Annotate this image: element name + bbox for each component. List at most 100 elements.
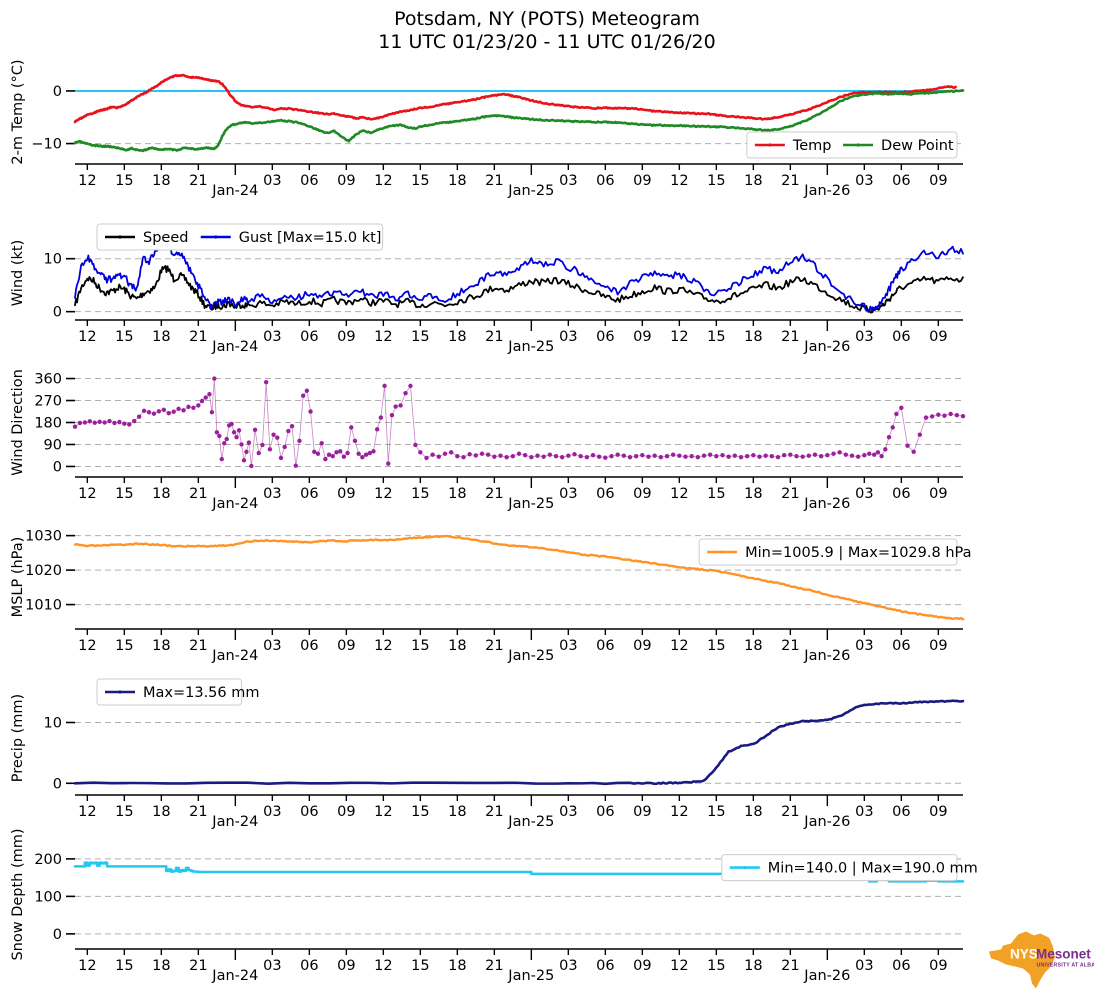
x-tick-label: 06 — [892, 958, 910, 974]
wind-direction-point — [627, 454, 633, 460]
y-tick-label: 90 — [44, 437, 62, 453]
wind-direction-point — [319, 441, 324, 446]
wind-direction-point — [603, 455, 608, 460]
wind-direction-point — [136, 414, 142, 419]
wind-direction-point — [312, 449, 317, 455]
x-tick-label: 09 — [337, 329, 355, 345]
wind-direction-point — [117, 419, 122, 425]
legend-label: Dew Point — [881, 138, 954, 154]
wind-direction-point — [553, 453, 559, 459]
wind-direction-point — [498, 453, 503, 458]
wind-direction-point — [161, 407, 166, 413]
x-tick-label: 09 — [337, 638, 355, 654]
y-axis-label: Wind (kt) — [10, 240, 26, 306]
x-tick-label: 18 — [152, 486, 170, 502]
x-tick-label: 18 — [448, 804, 466, 820]
x-tick-label: 12 — [670, 486, 688, 502]
x-tick-label: 03 — [263, 638, 281, 654]
x-tick-label: 03 — [855, 958, 873, 974]
wind-direction-point — [263, 380, 269, 385]
wind-direction-point — [219, 456, 224, 462]
wind-direction-point — [559, 454, 565, 460]
wind-direction-point — [867, 451, 872, 456]
x-tick-label: 06 — [892, 329, 910, 345]
x-tick-label: 21 — [189, 958, 207, 974]
x-tick-label: 06 — [892, 486, 910, 502]
x-day-label: Jan-25 — [507, 814, 554, 830]
wind-direction-point — [800, 454, 805, 459]
legend-box — [96, 223, 384, 251]
x-day-label: Jan-25 — [507, 648, 554, 664]
x-tick-label: 09 — [633, 958, 651, 974]
wind-direction-point — [236, 428, 242, 433]
x-tick-label: 12 — [374, 958, 392, 974]
wind-direction-point — [701, 453, 707, 458]
x-tick-label: 03 — [263, 173, 281, 189]
wind-direction-point — [112, 420, 117, 426]
wind-direction-point — [323, 456, 328, 462]
wind-direction-point — [146, 410, 152, 415]
wind-direction-point — [720, 453, 725, 458]
wind-direction-point — [217, 433, 222, 439]
x-tick-label: 15 — [707, 486, 725, 502]
x-tick-label: 21 — [781, 173, 799, 189]
x-tick-label: 03 — [855, 638, 873, 654]
wind-direction-point — [352, 438, 358, 444]
wind-direction-point — [529, 454, 534, 460]
wind-direction-point — [191, 405, 196, 411]
wind-direction-point — [879, 453, 884, 459]
x-tick-label: 06 — [892, 804, 910, 820]
x-tick-label: 09 — [633, 804, 651, 820]
legend-mslp: Min=1005.9 | Max=1029.8 hPa — [698, 538, 972, 566]
wind-direction-point — [246, 440, 252, 445]
wind-direction-point — [378, 415, 384, 420]
series-dew-point — [73, 88, 965, 153]
x-tick-label: 03 — [263, 329, 281, 345]
panel-wdir: 0 90 180 270 360 12 15 18 21 03 06 09 12 15 18 21 03 06 09… — [0, 336, 1094, 531]
y-tick-label: 0 — [53, 305, 62, 321]
wind-direction-point — [825, 453, 830, 458]
wind-direction-point — [455, 453, 460, 459]
wind-direction-point — [883, 447, 888, 452]
x-tick-label: 18 — [152, 638, 170, 654]
y-axis-label: Wind Direction — [10, 369, 26, 476]
x-tick-label: 09 — [337, 804, 355, 820]
x-tick-label: 03 — [855, 804, 873, 820]
wind-direction-point — [738, 454, 744, 460]
x-tick-label: 06 — [596, 958, 614, 974]
wind-direction-point — [744, 453, 750, 459]
x-tick-label: 03 — [263, 804, 281, 820]
panel-precip: 0 10 12 15 18 21 03 06 09 12 15 18 21 03 06 09 12 15 18 21 0… — [0, 649, 1094, 849]
wind-direction-point — [683, 454, 688, 459]
legend-precip: Max=13.56 mm — [96, 678, 260, 706]
wind-direction-point — [890, 425, 895, 430]
x-tick-label: 09 — [633, 173, 651, 189]
legend-marker — [856, 143, 860, 147]
wind-direction-point — [199, 398, 205, 404]
wind-direction-point — [229, 421, 234, 427]
legend-label: Temp — [792, 138, 832, 154]
wind-direction-point — [244, 449, 249, 455]
wind-direction-point — [461, 454, 466, 460]
x-day-label: Jan-26 — [803, 496, 850, 512]
wind-direction-point — [326, 452, 332, 457]
wind-direction-point — [664, 453, 670, 459]
wind-direction-point — [492, 454, 497, 459]
wind-direction-point — [224, 436, 229, 442]
wind-direction-point — [367, 450, 372, 456]
wind-direction-point — [293, 463, 298, 468]
x-tick-label: 18 — [744, 329, 762, 345]
wind-direction-point — [171, 409, 176, 414]
nys-mesonet-logo: NYS Mesonet UNIVERSITY AT ALBANY — [989, 931, 1094, 989]
legend-box — [96, 678, 243, 706]
x-tick-label: 12 — [374, 329, 392, 345]
x-tick-label: 09 — [337, 958, 355, 974]
x-tick-label: 06 — [892, 638, 910, 654]
x-tick-label: 15 — [707, 804, 725, 820]
wind-direction-point — [541, 454, 546, 459]
wind-direction-point — [424, 455, 429, 461]
legend-temp: Temp Dew Point — [746, 131, 958, 159]
wind-direction-point — [315, 451, 321, 456]
wind-direction-point — [652, 453, 657, 458]
x-tick-label: 12 — [670, 804, 688, 820]
